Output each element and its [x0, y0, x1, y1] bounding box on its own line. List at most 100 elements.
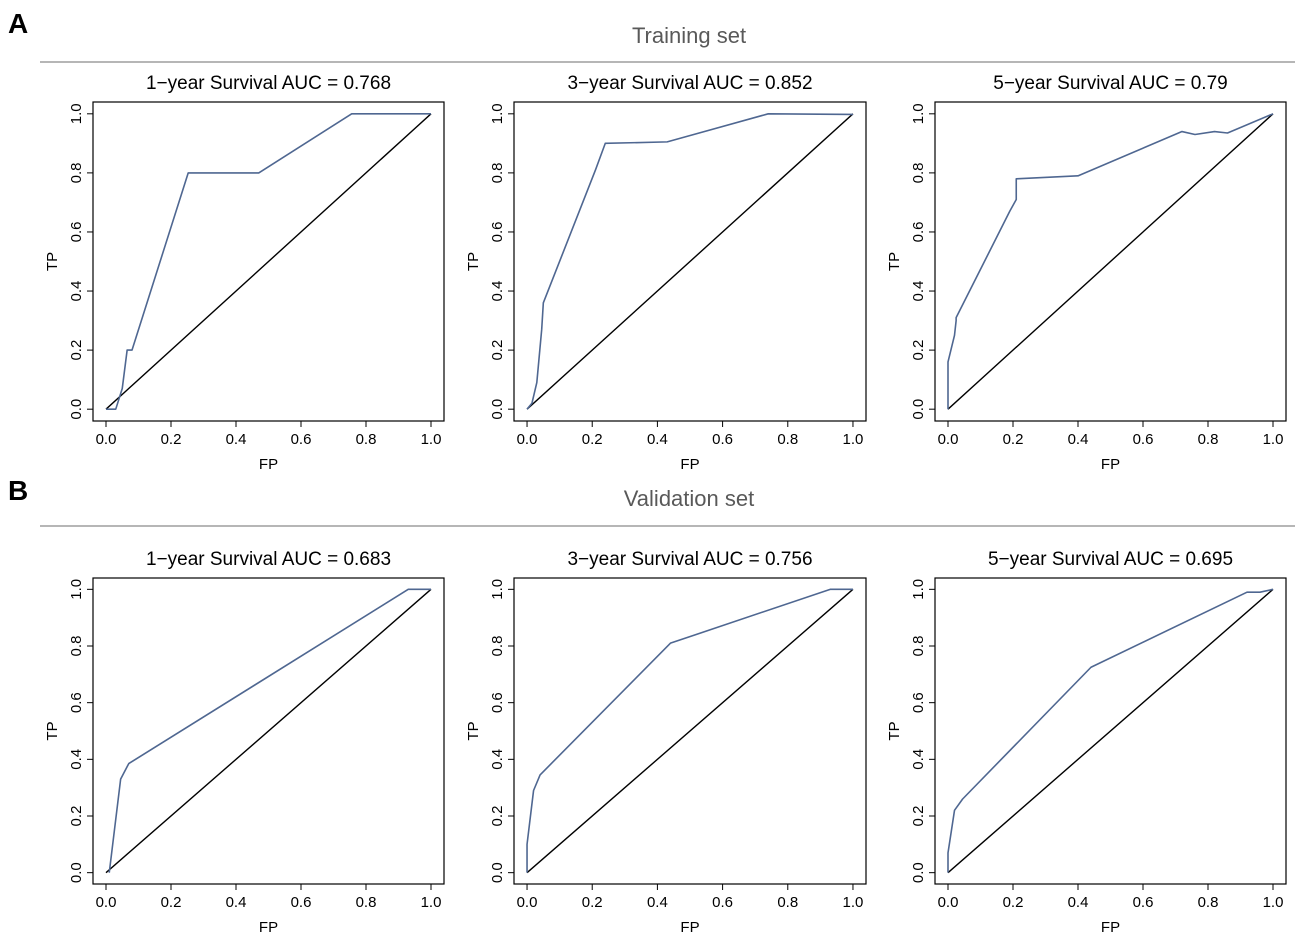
- y-tick-label: 1.0: [68, 579, 85, 600]
- y-axis-label: TP: [886, 252, 903, 271]
- y-tick-label: 0.0: [68, 862, 85, 883]
- x-tick-label: 1.0: [421, 431, 442, 448]
- x-tick-label: 0.8: [777, 894, 798, 911]
- chart-title: 5−year Survival AUC = 0.695: [988, 549, 1233, 570]
- plot-frame: [934, 577, 1287, 885]
- roc-curve-line: [947, 113, 1274, 410]
- x-tick-label: 0.2: [582, 894, 603, 911]
- roc-chart-4: 1−year Survival AUC = 0.683 0.0 0.2 0.4 0.6 0…: [44, 549, 445, 936]
- x-tick-label: 0.2: [1003, 894, 1024, 911]
- y-tick-label: 0.4: [489, 281, 506, 302]
- x-tick-label: 0.2: [161, 894, 182, 911]
- y-axis-label: TP: [44, 252, 61, 271]
- x-tick-label: 0.6: [291, 894, 312, 911]
- y-tick-label: 0.8: [910, 162, 927, 183]
- y-tick-label: 0.8: [68, 636, 85, 657]
- y-tick-label: 0.4: [68, 281, 85, 302]
- x-tick-label: 0.2: [1003, 431, 1024, 448]
- roc-curve-line: [947, 588, 1274, 873]
- plot-frame: [934, 101, 1287, 422]
- x-tick-label: 0.6: [712, 894, 733, 911]
- reference-diagonal-line: [105, 113, 432, 410]
- chart-title: 1−year Survival AUC = 0.768: [146, 73, 391, 94]
- y-axis-label: TP: [465, 721, 482, 740]
- roc-chart-6: 5−year Survival AUC = 0.695 0.0 0.2 0.4 0.6 0…: [886, 549, 1287, 936]
- y-tick-label: 1.0: [489, 579, 506, 600]
- x-tick-label: 0.4: [1068, 894, 1089, 911]
- roc-curve-line: [106, 113, 431, 410]
- x-axis-label: FP: [1101, 919, 1120, 936]
- y-tick-label: 0.2: [68, 806, 85, 827]
- roc-chart-1: 1−year Survival AUC = 0.768 0.0 0.2 0.4 0.6 0…: [44, 73, 445, 473]
- x-axis-label: FP: [680, 919, 699, 936]
- x-tick-label: 0.8: [356, 431, 377, 448]
- x-tick-label: 0.4: [226, 431, 247, 448]
- y-tick-label: 0.0: [910, 862, 927, 883]
- x-axis-label: FP: [680, 456, 699, 473]
- y-tick-label: 0.8: [489, 162, 506, 183]
- y-tick-label: 1.0: [68, 103, 85, 124]
- y-axis-label: TP: [44, 721, 61, 740]
- y-tick-label: 0.2: [910, 806, 927, 827]
- y-axis-label: TP: [465, 252, 482, 271]
- y-tick-label: 0.8: [489, 636, 506, 657]
- y-tick-label: 1.0: [489, 103, 506, 124]
- reference-diagonal-line: [526, 588, 854, 874]
- plot-frame: [92, 577, 445, 885]
- y-tick-label: 0.6: [910, 222, 927, 243]
- y-tick-label: 0.2: [489, 806, 506, 827]
- x-axis-label: FP: [1101, 456, 1120, 473]
- x-tick-label: 0.6: [1133, 894, 1154, 911]
- roc-chart-3: 5−year Survival AUC = 0.79 0.0 0.2 0.4 0.6 0.…: [886, 73, 1287, 473]
- chart-title: 1−year Survival AUC = 0.683: [146, 549, 391, 570]
- x-tick-label: 1.0: [843, 431, 864, 448]
- x-tick-label: 0.8: [1198, 431, 1219, 448]
- y-tick-label: 0.2: [910, 340, 927, 361]
- roc-curve-line: [526, 588, 853, 873]
- x-tick-label: 1.0: [1263, 894, 1284, 911]
- chart-title: 3−year Survival AUC = 0.756: [567, 549, 812, 570]
- y-tick-label: 0.0: [68, 399, 85, 420]
- x-tick-label: 0.8: [1198, 894, 1219, 911]
- x-tick-label: 0.6: [291, 431, 312, 448]
- roc-chart-5: 3−year Survival AUC = 0.756 0.0 0.2 0.4 0.6 0…: [465, 549, 867, 936]
- panel-letter-a: A: [8, 8, 28, 39]
- chart-title: 5−year Survival AUC = 0.79: [993, 73, 1227, 94]
- x-tick-label: 0.0: [938, 894, 959, 911]
- x-tick-label: 0.4: [1068, 431, 1089, 448]
- y-tick-label: 0.4: [68, 749, 85, 770]
- y-tick-label: 0.6: [68, 692, 85, 713]
- x-tick-label: 0.4: [647, 894, 668, 911]
- panel-letter-b: B: [8, 475, 28, 506]
- y-tick-label: 1.0: [910, 103, 927, 124]
- x-tick-label: 1.0: [843, 894, 864, 911]
- x-tick-label: 1.0: [421, 894, 442, 911]
- x-tick-label: 0.8: [777, 431, 798, 448]
- x-tick-label: 0.4: [647, 431, 668, 448]
- reference-diagonal-line: [526, 113, 854, 410]
- x-tick-label: 0.0: [517, 894, 538, 911]
- x-axis-label: FP: [259, 919, 278, 936]
- y-tick-label: 1.0: [910, 579, 927, 600]
- x-tick-label: 0.0: [938, 431, 959, 448]
- y-tick-label: 0.2: [68, 340, 85, 361]
- y-tick-label: 0.6: [489, 692, 506, 713]
- roc-chart-2: 3−year Survival AUC = 0.852 0.0 0.2 0.4 0.6 0…: [465, 73, 867, 473]
- reference-diagonal-line: [947, 113, 1274, 410]
- roc-curve-line: [526, 113, 853, 410]
- reference-diagonal-line: [105, 588, 432, 874]
- plot-frame: [92, 101, 445, 422]
- y-tick-label: 0.6: [489, 222, 506, 243]
- x-tick-label: 0.4: [226, 894, 247, 911]
- x-tick-label: 0.2: [161, 431, 182, 448]
- x-tick-label: 1.0: [1263, 431, 1284, 448]
- y-tick-label: 0.6: [68, 222, 85, 243]
- y-tick-label: 0.4: [489, 749, 506, 770]
- chart-title: 3−year Survival AUC = 0.852: [567, 73, 812, 94]
- y-tick-label: 0.4: [910, 749, 927, 770]
- y-axis-label: TP: [886, 721, 903, 740]
- charts-layer: 1−year Survival AUC = 0.768 0.0 0.2 0.4 0.6 0…: [44, 73, 1287, 936]
- y-tick-label: 0.0: [489, 862, 506, 883]
- y-tick-label: 0.6: [910, 692, 927, 713]
